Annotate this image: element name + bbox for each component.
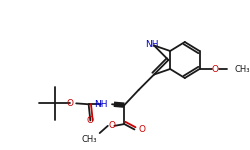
Text: O: O [138, 125, 145, 134]
Text: CH₃: CH₃ [81, 135, 97, 144]
Text: NH: NH [145, 40, 159, 49]
Text: O: O [87, 116, 94, 125]
Text: O: O [66, 99, 73, 108]
Text: CH₃: CH₃ [234, 64, 250, 74]
Text: O: O [211, 64, 218, 74]
Text: NH: NH [94, 100, 107, 109]
Text: O: O [108, 121, 115, 130]
